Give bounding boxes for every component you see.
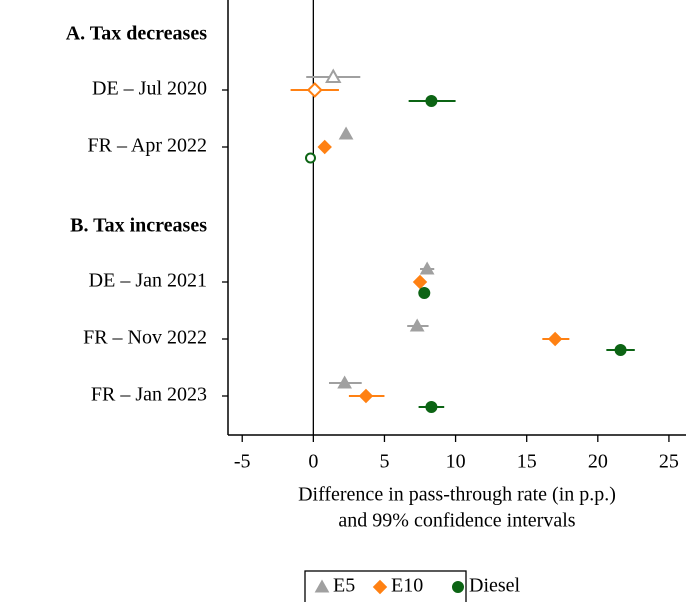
marker	[547, 331, 563, 347]
x-tick-label: 5	[379, 451, 389, 473]
marker	[425, 401, 438, 413]
x-tick-label: 20	[588, 451, 608, 473]
y-tick-label: FR – Apr 2022	[88, 135, 207, 157]
x-tick-label: -5	[234, 451, 251, 473]
marker	[317, 139, 332, 155]
marker	[419, 261, 435, 275]
y-tick-label: DE – Jul 2020	[92, 78, 207, 100]
x-axis-label: Difference in pass-through rate (in p.p.…	[298, 484, 616, 506]
legend: E5 E10 Diesel	[304, 570, 521, 602]
group-title: A. Tax decreases	[66, 23, 208, 45]
marker	[304, 152, 316, 164]
marker	[425, 95, 438, 107]
marker	[325, 68, 342, 83]
y-tick-label: FR – Nov 2022	[83, 327, 207, 349]
legend-label: Diesel	[469, 575, 521, 597]
marker	[337, 375, 352, 389]
x-tick-label: 15	[517, 451, 537, 473]
y-tick-label: FR – Jan 2023	[91, 384, 207, 406]
marker	[372, 579, 388, 595]
marker	[306, 82, 323, 98]
legend-label: E10	[391, 575, 423, 597]
x-axis-label: and 99% confidence intervals	[338, 510, 575, 532]
marker	[418, 287, 431, 299]
marker	[409, 318, 425, 332]
marker	[338, 126, 354, 140]
legend-label: E5	[333, 575, 355, 597]
marker	[452, 581, 464, 593]
y-tick-label: DE – Jan 2021	[89, 270, 207, 292]
x-tick-label: 10	[446, 451, 466, 473]
marker	[358, 388, 374, 404]
marker	[314, 579, 330, 593]
group-title: B. Tax increases	[70, 215, 207, 237]
marker	[614, 344, 627, 356]
marker	[412, 274, 428, 290]
x-tick-label: 25	[659, 451, 679, 473]
x-tick-label: 0	[308, 451, 318, 473]
